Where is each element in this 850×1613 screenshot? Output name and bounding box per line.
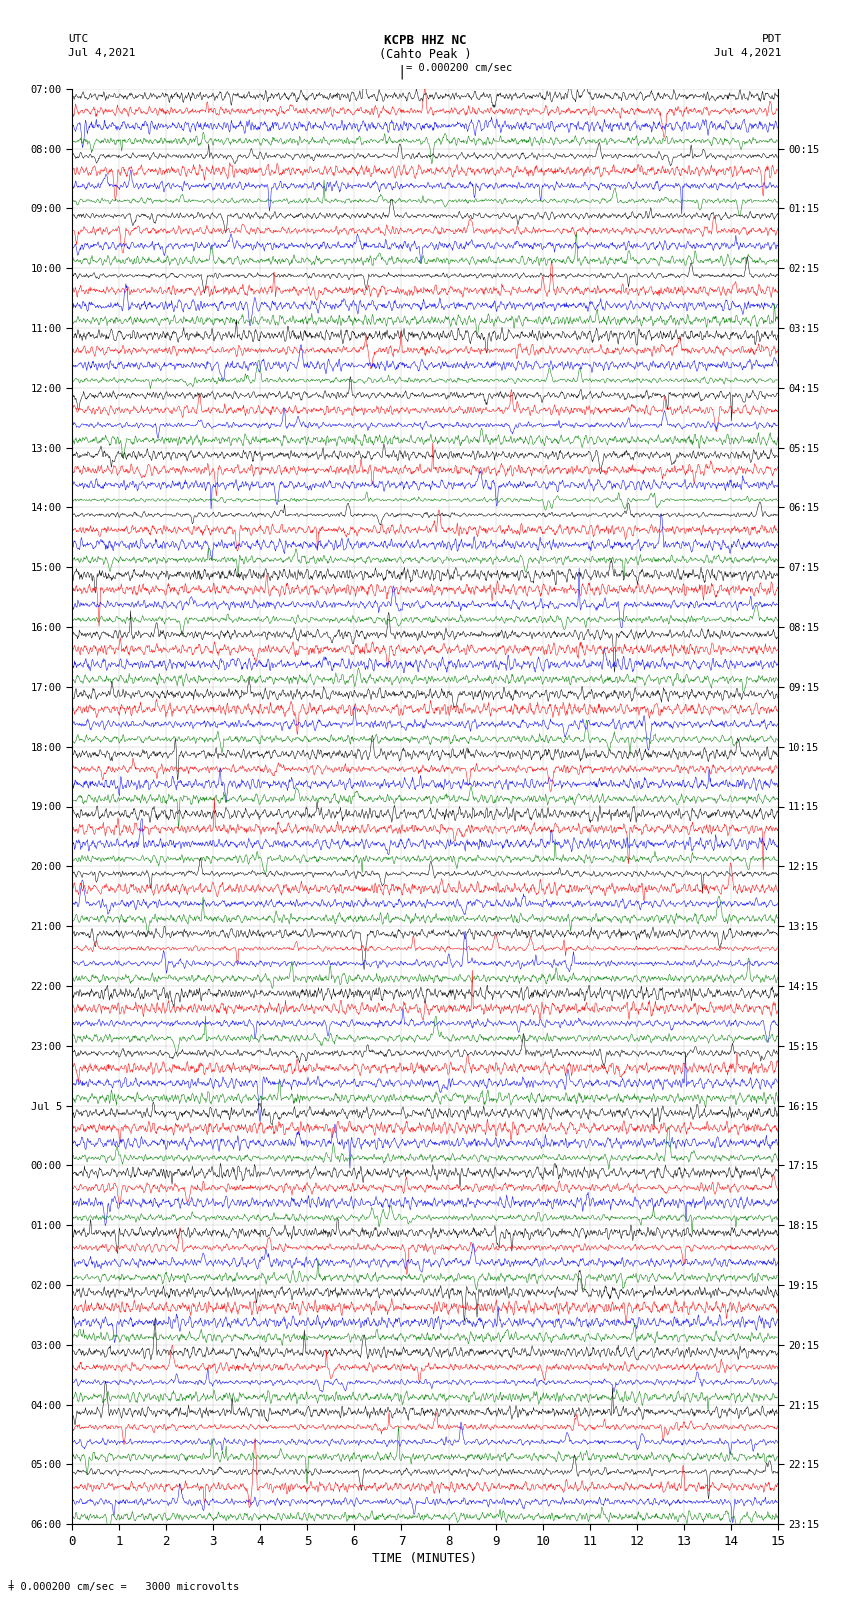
Text: = 0.000200 cm/sec: = 0.000200 cm/sec [406, 63, 513, 73]
Text: = 0.000200 cm/sec =   3000 microvolts: = 0.000200 cm/sec = 3000 microvolts [8, 1582, 240, 1592]
Text: |: | [7, 1579, 14, 1590]
Text: PDT: PDT [762, 34, 782, 44]
X-axis label: TIME (MINUTES): TIME (MINUTES) [372, 1552, 478, 1565]
Text: Jul 4,2021: Jul 4,2021 [715, 48, 782, 58]
Text: UTC: UTC [68, 34, 88, 44]
Text: (Cahto Peak ): (Cahto Peak ) [379, 48, 471, 61]
Text: Jul 4,2021: Jul 4,2021 [68, 48, 135, 58]
Text: KCPB HHZ NC: KCPB HHZ NC [383, 34, 467, 47]
Text: |: | [397, 65, 405, 79]
